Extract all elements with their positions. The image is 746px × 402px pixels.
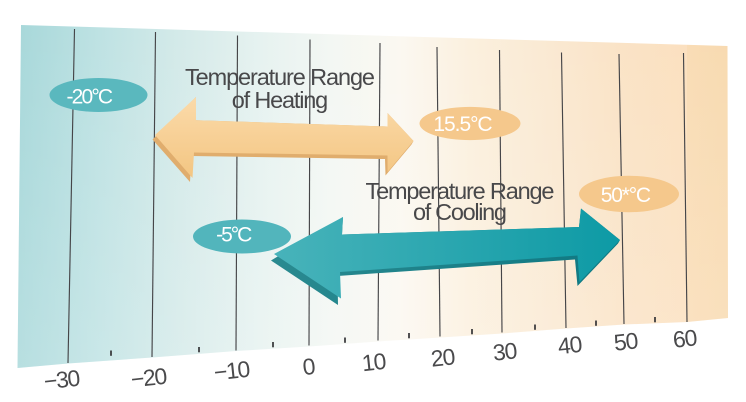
svg-text:15.5°C: 15.5°C (433, 113, 492, 136)
svg-text:0: 0 (301, 353, 316, 380)
svg-text:−10: −10 (213, 356, 252, 386)
svg-text:-5°C: -5°C (216, 224, 252, 247)
svg-text:60: 60 (672, 324, 699, 352)
svg-text:Temperature Range: Temperature Range (366, 178, 555, 204)
svg-text:−20: −20 (130, 363, 169, 393)
svg-text:50: 50 (613, 327, 640, 355)
svg-text:10: 10 (361, 348, 388, 376)
svg-text:40: 40 (557, 331, 584, 359)
svg-text:50*°C: 50*°C (601, 184, 651, 207)
svg-text:−30: −30 (43, 365, 82, 395)
svg-text:Temperature Range: Temperature Range (185, 64, 375, 90)
svg-text:-20°C: -20°C (67, 85, 114, 108)
svg-text:20: 20 (430, 343, 457, 371)
svg-text:30: 30 (492, 337, 519, 365)
svg-text:of Heating: of Heating (232, 87, 329, 113)
svg-text:of Cooling: of Cooling (413, 199, 507, 225)
